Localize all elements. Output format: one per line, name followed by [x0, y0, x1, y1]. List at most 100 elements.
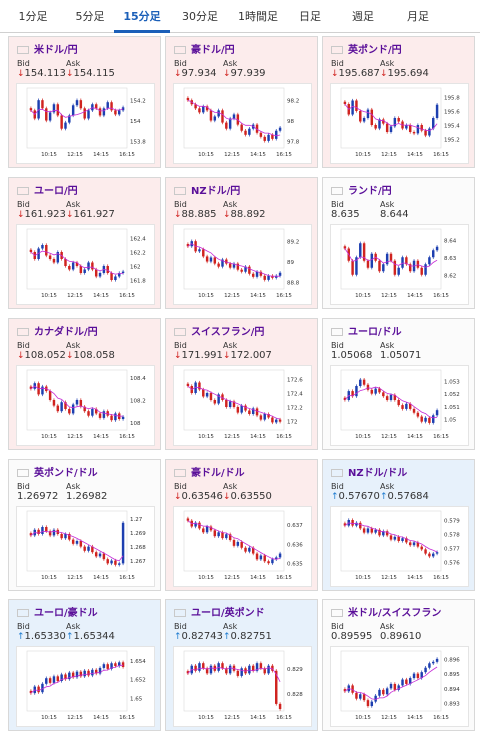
- candle-body: [83, 670, 86, 677]
- rate-card[interactable]: スイスフラン/円 Bid Ask ↓171.991 ↓172.007 172.6 172.4…: [165, 318, 318, 450]
- candle-body: [278, 419, 282, 422]
- rate-card[interactable]: NZドル/ドル Bid Ask ↑0.57670 ↑0.57684 0.579 0.578 0…: [322, 459, 475, 591]
- x-tick-label: 14:15: [93, 715, 109, 721]
- pair-name[interactable]: 豪ドル/ドル: [191, 468, 245, 479]
- rate-card[interactable]: 豪ドル/円 Bid Ask ↓97.934 ↓97.939 98.2 98 97.8 10:15…: [165, 36, 318, 168]
- tab-15min[interactable]: 15分足: [114, 0, 170, 33]
- candle-body: [213, 257, 217, 264]
- candle-body: [64, 674, 67, 680]
- chart-svg: 0.896 0.895 0.894 0.893 10:15 12:15 14:15 16:15: [340, 650, 460, 721]
- rate-card[interactable]: ユーロ/英ポンド Bid Ask ↑0.82743 ↑0.82751 0.829 0.828…: [165, 599, 318, 731]
- pair-name[interactable]: ユーロ/ドル: [348, 327, 402, 338]
- candle-body: [75, 400, 79, 405]
- timeframe-tabs: 1分足 5分足 15分足 30分足 1時間足 日足 週足 月足: [0, 0, 480, 33]
- trend-arrow-icon: ↓: [174, 210, 182, 220]
- tab-daily[interactable]: 日足: [299, 10, 321, 23]
- tab-30min[interactable]: 30分足: [182, 10, 218, 23]
- x-tick-label: 14:15: [93, 434, 109, 440]
- rate-card[interactable]: カナダドル/円 Bid Ask ↓108.052 ↓108.058 108.4 108.2 1…: [8, 318, 161, 450]
- pair-name[interactable]: 米ドル/円: [34, 45, 78, 56]
- mini-candlestick-chart[interactable]: 1.27 1.269 1.268 1.267 10:15 12:15 14:15 16:15: [16, 506, 155, 587]
- tab-weekly[interactable]: 週足: [352, 10, 374, 23]
- pair-name[interactable]: 英ポンド/ドル: [34, 468, 98, 479]
- pair-name[interactable]: スイスフラン/円: [191, 327, 265, 338]
- ask-label: Ask: [380, 622, 395, 631]
- tab-5min[interactable]: 5分足: [75, 10, 105, 23]
- mini-candlestick-chart[interactable]: 0.579 0.578 0.577 0.576 10:15 12:15 14:15 16:15: [330, 506, 469, 587]
- pair-name[interactable]: 米ドル/スイスフラン: [348, 608, 442, 619]
- mini-candlestick-chart[interactable]: 1.654 1.652 1.65 10:15 12:15 14:15 16:15: [16, 646, 155, 727]
- candle-body: [393, 394, 397, 400]
- candle-body: [432, 661, 435, 664]
- ask-label: Ask: [66, 200, 81, 209]
- rate-card[interactable]: ランド/円 Bid Ask 8.635 8.644 8.64 8.63 8.62 10:15 12…: [322, 177, 475, 309]
- rate-card[interactable]: 米ドル/スイスフラン Bid Ask 0.89595 0.89610 0.896 0.895…: [322, 599, 475, 731]
- moving-average-line: [30, 250, 124, 275]
- mini-candlestick-chart[interactable]: 162.4 162.2 162 161.8 10:15 12:15 14:15 16:15: [16, 224, 155, 305]
- candle-body: [41, 100, 44, 109]
- ask-label: Ask: [380, 200, 395, 209]
- rate-card[interactable]: 米ドル/円 Bid Ask ↓154.113 ↓154.115 154.2 154 153.8…: [8, 36, 161, 168]
- rate-card[interactable]: ユーロ/豪ドル Bid Ask ↑1.65330 ↑1.65344 1.654 1.652 1…: [8, 599, 161, 731]
- candle-body: [355, 386, 358, 397]
- tab-monthly[interactable]: 月足: [407, 10, 429, 23]
- candle-body: [343, 397, 347, 400]
- mini-candlestick-chart[interactable]: 195.8 195.6 195.4 195.2 10:15 12:15 14:15 16:15: [330, 83, 469, 164]
- rate-card[interactable]: ユーロ/円 Bid Ask ↓161.923 ↓161.927 162.4 162.2 162…: [8, 177, 161, 309]
- tab-1hour[interactable]: 1時間足: [238, 10, 278, 23]
- mini-candlestick-chart[interactable]: 1.053 1.052 1.051 1.05 10:15 12:15 14:15 16:15: [330, 365, 469, 446]
- pair-name[interactable]: NZドル/円: [191, 186, 241, 197]
- candle-body: [106, 266, 109, 273]
- x-tick-label: 12:15: [381, 293, 397, 299]
- y-tick-label: 1.654: [130, 659, 146, 665]
- mini-candlestick-chart[interactable]: 0.896 0.895 0.894 0.893 10:15 12:15 14:15 16:15: [330, 646, 469, 727]
- pair-name[interactable]: ユーロ/円: [34, 186, 78, 197]
- candle-body: [240, 269, 243, 272]
- mini-candlestick-chart[interactable]: 0.829 0.828 10:15 12:15 14:15 16:15: [173, 646, 312, 727]
- candle-body: [110, 273, 113, 280]
- rate-card[interactable]: 英ポンド/ドル Bid Ask 1.26972 1.26982 1.27 1.269 1.26…: [8, 459, 161, 591]
- mini-candlestick-chart[interactable]: 0.637 0.636 0.635 10:15 12:15 14:15 16:15: [173, 506, 312, 587]
- pair-name[interactable]: ユーロ/英ポンド: [191, 608, 265, 619]
- rate-card[interactable]: 英ポンド/円 Bid Ask ↓195.687 ↓195.694 195.8 195.6 19…: [322, 36, 475, 168]
- pair-name[interactable]: ユーロ/豪ドル: [34, 608, 98, 619]
- y-tick-label: 172: [287, 420, 298, 426]
- pair-name[interactable]: NZドル/ドル: [348, 468, 408, 479]
- rate-card[interactable]: NZドル/円 Bid Ask ↓88.885 ↓88.892 89.2 89 88.8 10:1…: [165, 177, 318, 309]
- bid-label: Bid: [17, 622, 30, 631]
- x-tick-label: 12:15: [224, 293, 240, 299]
- mini-candlestick-chart[interactable]: 154.2 154 153.8 10:15 12:15 14:15 16:15: [16, 83, 155, 164]
- y-tick-label: 0.636: [287, 542, 303, 548]
- flag-eu-gb-icon: [174, 609, 186, 617]
- pair-name[interactable]: カナダドル/円: [34, 327, 98, 338]
- mini-candlestick-chart[interactable]: 172.6 172.4 172.2 172 10:15 12:15 14:15 16:15: [173, 365, 312, 446]
- candle-body: [217, 263, 220, 267]
- rate-card[interactable]: 豪ドル/ドル Bid Ask ↓0.63546 ↓0.63550 0.637 0.636 0.…: [165, 459, 318, 591]
- trend-arrow-icon: ↓: [223, 69, 231, 79]
- mini-candlestick-chart[interactable]: 98.2 98 97.8 10:15 12:15 14:15 16:15: [173, 83, 312, 164]
- candle-body: [29, 690, 33, 694]
- y-tick-label: 154.2: [130, 99, 146, 105]
- x-tick-label: 14:15: [250, 575, 266, 581]
- chart-svg: 172.6 172.4 172.2 172 10:15 12:15 14:15 16:15: [183, 369, 303, 440]
- pair-name[interactable]: 英ポンド/円: [348, 45, 402, 56]
- mini-candlestick-chart[interactable]: 8.64 8.63 8.62 10:15 12:15 14:15 16:15: [330, 224, 469, 305]
- candle-body: [37, 248, 40, 259]
- pair-name[interactable]: ランド/円: [348, 186, 392, 197]
- rate-card[interactable]: ユーロ/ドル Bid Ask 1.05068 1.05071 1.053 1.052 1.05…: [322, 318, 475, 450]
- candle-body: [186, 244, 190, 247]
- candle-body: [29, 386, 33, 389]
- mini-candlestick-chart[interactable]: 89.2 89 88.8 10:15 12:15 14:15 16:15: [173, 224, 312, 305]
- candle-body: [271, 665, 274, 671]
- x-tick-label: 14:15: [93, 293, 109, 299]
- candle-body: [408, 125, 412, 132]
- tab-1min[interactable]: 1分足: [18, 10, 48, 23]
- pair-name[interactable]: 豪ドル/円: [191, 45, 235, 56]
- mini-candlestick-chart[interactable]: 108.4 108.2 108 10:15 12:15 14:15 16:15: [16, 365, 155, 446]
- candle-body: [186, 383, 190, 386]
- candle-body: [382, 689, 385, 695]
- candle-body: [102, 664, 106, 668]
- y-tick-label: 97.8: [287, 139, 300, 145]
- candle-body: [424, 264, 427, 275]
- candle-body: [202, 249, 205, 257]
